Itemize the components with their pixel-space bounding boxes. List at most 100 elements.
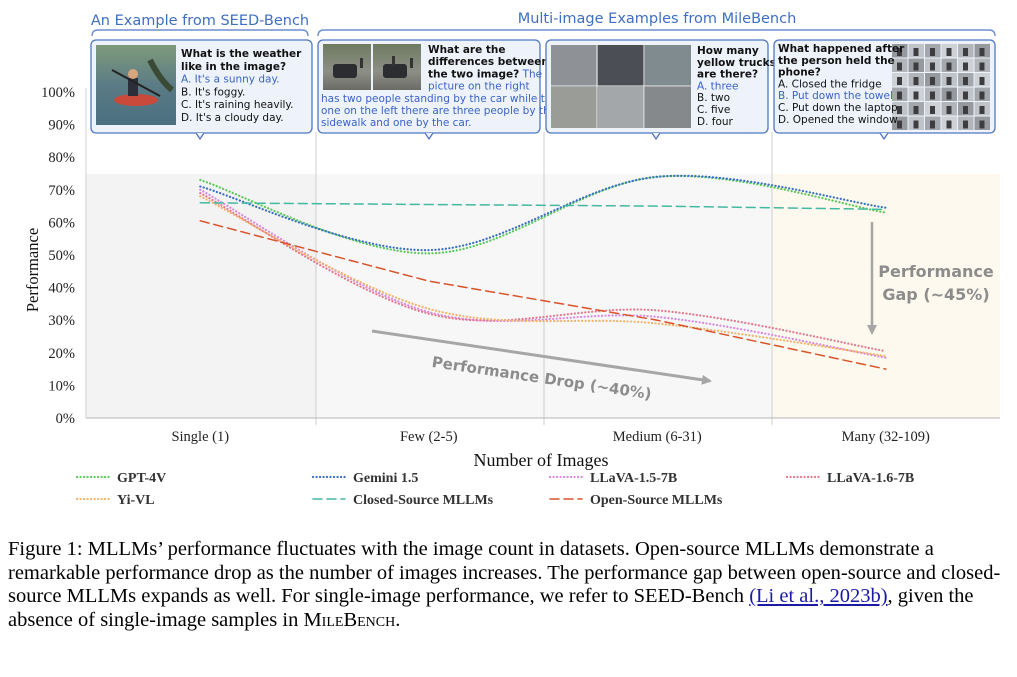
example-2-images <box>323 44 421 90</box>
example-4-question: phone? <box>778 67 821 79</box>
example-4-figure <box>897 48 902 56</box>
drop-arrow <box>371 329 712 385</box>
example-box-3: How many yellow trucks are there? A. three B… <box>545 39 776 141</box>
series-lines <box>199 174 887 370</box>
example-4-figure <box>913 62 919 71</box>
series-line-gemini-1-5 <box>199 174 887 252</box>
example-4-question: the person held the <box>778 55 895 67</box>
example-4-figure <box>897 62 902 71</box>
example-2-question: the two image? <box>428 68 519 80</box>
x-tick-label: Few (2-5) <box>400 429 458 445</box>
example-box-4: What happened after the person held the ph… <box>773 39 996 141</box>
example-4-figure <box>979 62 985 71</box>
section-header-milebench: Multi-image Examples from MileBench <box>317 11 996 37</box>
example-box-4-pointer <box>879 132 889 141</box>
example-4-figure <box>963 62 968 71</box>
example-box-2-pointer <box>424 132 434 141</box>
series-line-llava-1-6-7b <box>199 192 887 353</box>
bg-single <box>86 174 316 418</box>
example-4-figure <box>930 48 935 56</box>
example-2-answer: sidewalk and one by the car. <box>321 117 472 129</box>
y-tick-label: 50% <box>48 248 75 264</box>
y-tick-label: 60% <box>48 215 75 231</box>
legend-label-gpt-4v: GPT-4V <box>117 471 166 486</box>
y-tick-label: 0% <box>56 411 75 427</box>
example-4-figure <box>930 91 935 100</box>
example-4-text: What happened after the person held the ph… <box>778 43 905 126</box>
series-line-yi-vl <box>199 195 887 358</box>
example-4-figure <box>963 91 968 100</box>
example-4-figure <box>963 106 968 114</box>
example-3-answer-option: A. three <box>697 80 738 92</box>
example-4-option: D. Opened the window <box>778 114 898 126</box>
x-tick-label: Medium (6-31) <box>613 429 702 445</box>
example-1-image <box>96 45 176 125</box>
example-2-answer: picture on the right <box>428 81 530 93</box>
x-tick-label: Many (32-109) <box>842 429 930 445</box>
example-4-figure <box>913 91 919 100</box>
example-2-answer: one on the left there are three people b… <box>321 105 556 117</box>
bg-medium <box>544 174 772 418</box>
series-line-gpt-4v <box>199 174 887 255</box>
chart-svg: An Example from SEED-Bench Multi-image E… <box>23 11 1000 508</box>
y-tick-label: 80% <box>48 150 75 166</box>
example-1-question: What is the weather <box>181 48 302 60</box>
caption-citation-link[interactable]: (Li et al., 2023b) <box>749 585 888 607</box>
example-4-figure <box>913 120 919 129</box>
section-header-seed: An Example from SEED-Bench <box>91 13 309 37</box>
example-3-question: are there? <box>697 69 758 81</box>
example-4-figure <box>897 77 902 85</box>
example-4-figure <box>946 48 952 56</box>
example-box-1: What is the weather like in the image? A. … <box>90 39 313 141</box>
legend: GPT-4V Gemini 1.5 LLaVA-1.5-7B LLaVA-1.6-7B… <box>75 471 914 508</box>
example-4-figure <box>913 77 919 85</box>
figure-caption: Figure 1: MLLMs’ performance fluctuates … <box>8 538 1008 632</box>
x-tick-label: Single (1) <box>171 429 229 445</box>
legend-label-yi-vl: Yi-VL <box>117 493 155 508</box>
example-2-question: What are the <box>428 44 505 56</box>
bg-many <box>772 174 1000 418</box>
example-3-text: How many yellow trucks are there? A. three B… <box>697 45 776 128</box>
example-4-figure <box>897 91 902 100</box>
example-4-figure <box>897 120 902 129</box>
series-line-open-source-mllms <box>199 220 887 370</box>
y-tick-label: 100% <box>41 85 75 101</box>
legend-label-open-source-mllms: Open-Source MLLMs <box>590 493 723 508</box>
example-2-answer: The <box>519 68 542 80</box>
y-tick-label: 70% <box>48 183 75 199</box>
example-4-figure <box>979 106 985 114</box>
caption-benchmark: MileBench <box>303 608 396 631</box>
example-4-figure <box>946 62 952 71</box>
y-tick-labels: 0% 10% 20% 30% 40% 50% 60% 70% 80% 90% 100% <box>41 85 75 427</box>
example-1-text: What is the weather like in the image? A. … <box>181 48 302 124</box>
example-4-option: A. Closed the fridge <box>778 78 882 90</box>
example-4-figure <box>930 77 935 85</box>
example-box-2: What are the differences between the two i… <box>317 39 558 141</box>
example-4-figure <box>913 106 919 114</box>
example-4-figure <box>979 48 985 56</box>
example-4-figure <box>979 120 985 129</box>
example-box-1-pointer <box>195 132 205 141</box>
example-4-figure <box>979 77 985 85</box>
x-axis-label: Number of Images <box>474 450 609 470</box>
header-seed-bracket <box>91 29 309 37</box>
gap-annotation: Performance Gap (~45%) <box>867 222 994 335</box>
caption-end: . <box>395 608 401 631</box>
header-milebench-label: Multi-image Examples from MileBench <box>518 11 797 27</box>
bg-few <box>316 174 544 418</box>
example-4-figure <box>946 91 952 100</box>
y-tick-label: 90% <box>48 118 75 134</box>
example-4-figure <box>946 77 952 85</box>
gap-label-line1: Performance <box>878 262 994 281</box>
series-line-llava-1-5-7b <box>199 188 887 359</box>
example-4-figure <box>946 106 952 114</box>
series-line-closed-source-mllms <box>199 202 887 211</box>
example-box-3-pointer <box>651 132 661 141</box>
example-4-question: What happened after <box>778 43 905 55</box>
example-3-images <box>551 45 691 128</box>
example-3-option: D. four <box>697 116 734 128</box>
example-1-option: C. It's raining heavily. <box>181 99 293 111</box>
example-1-option: D. It's a cloudy day. <box>181 112 284 124</box>
example-2-question: differences between <box>428 56 549 68</box>
example-4-image-grid <box>892 44 990 130</box>
